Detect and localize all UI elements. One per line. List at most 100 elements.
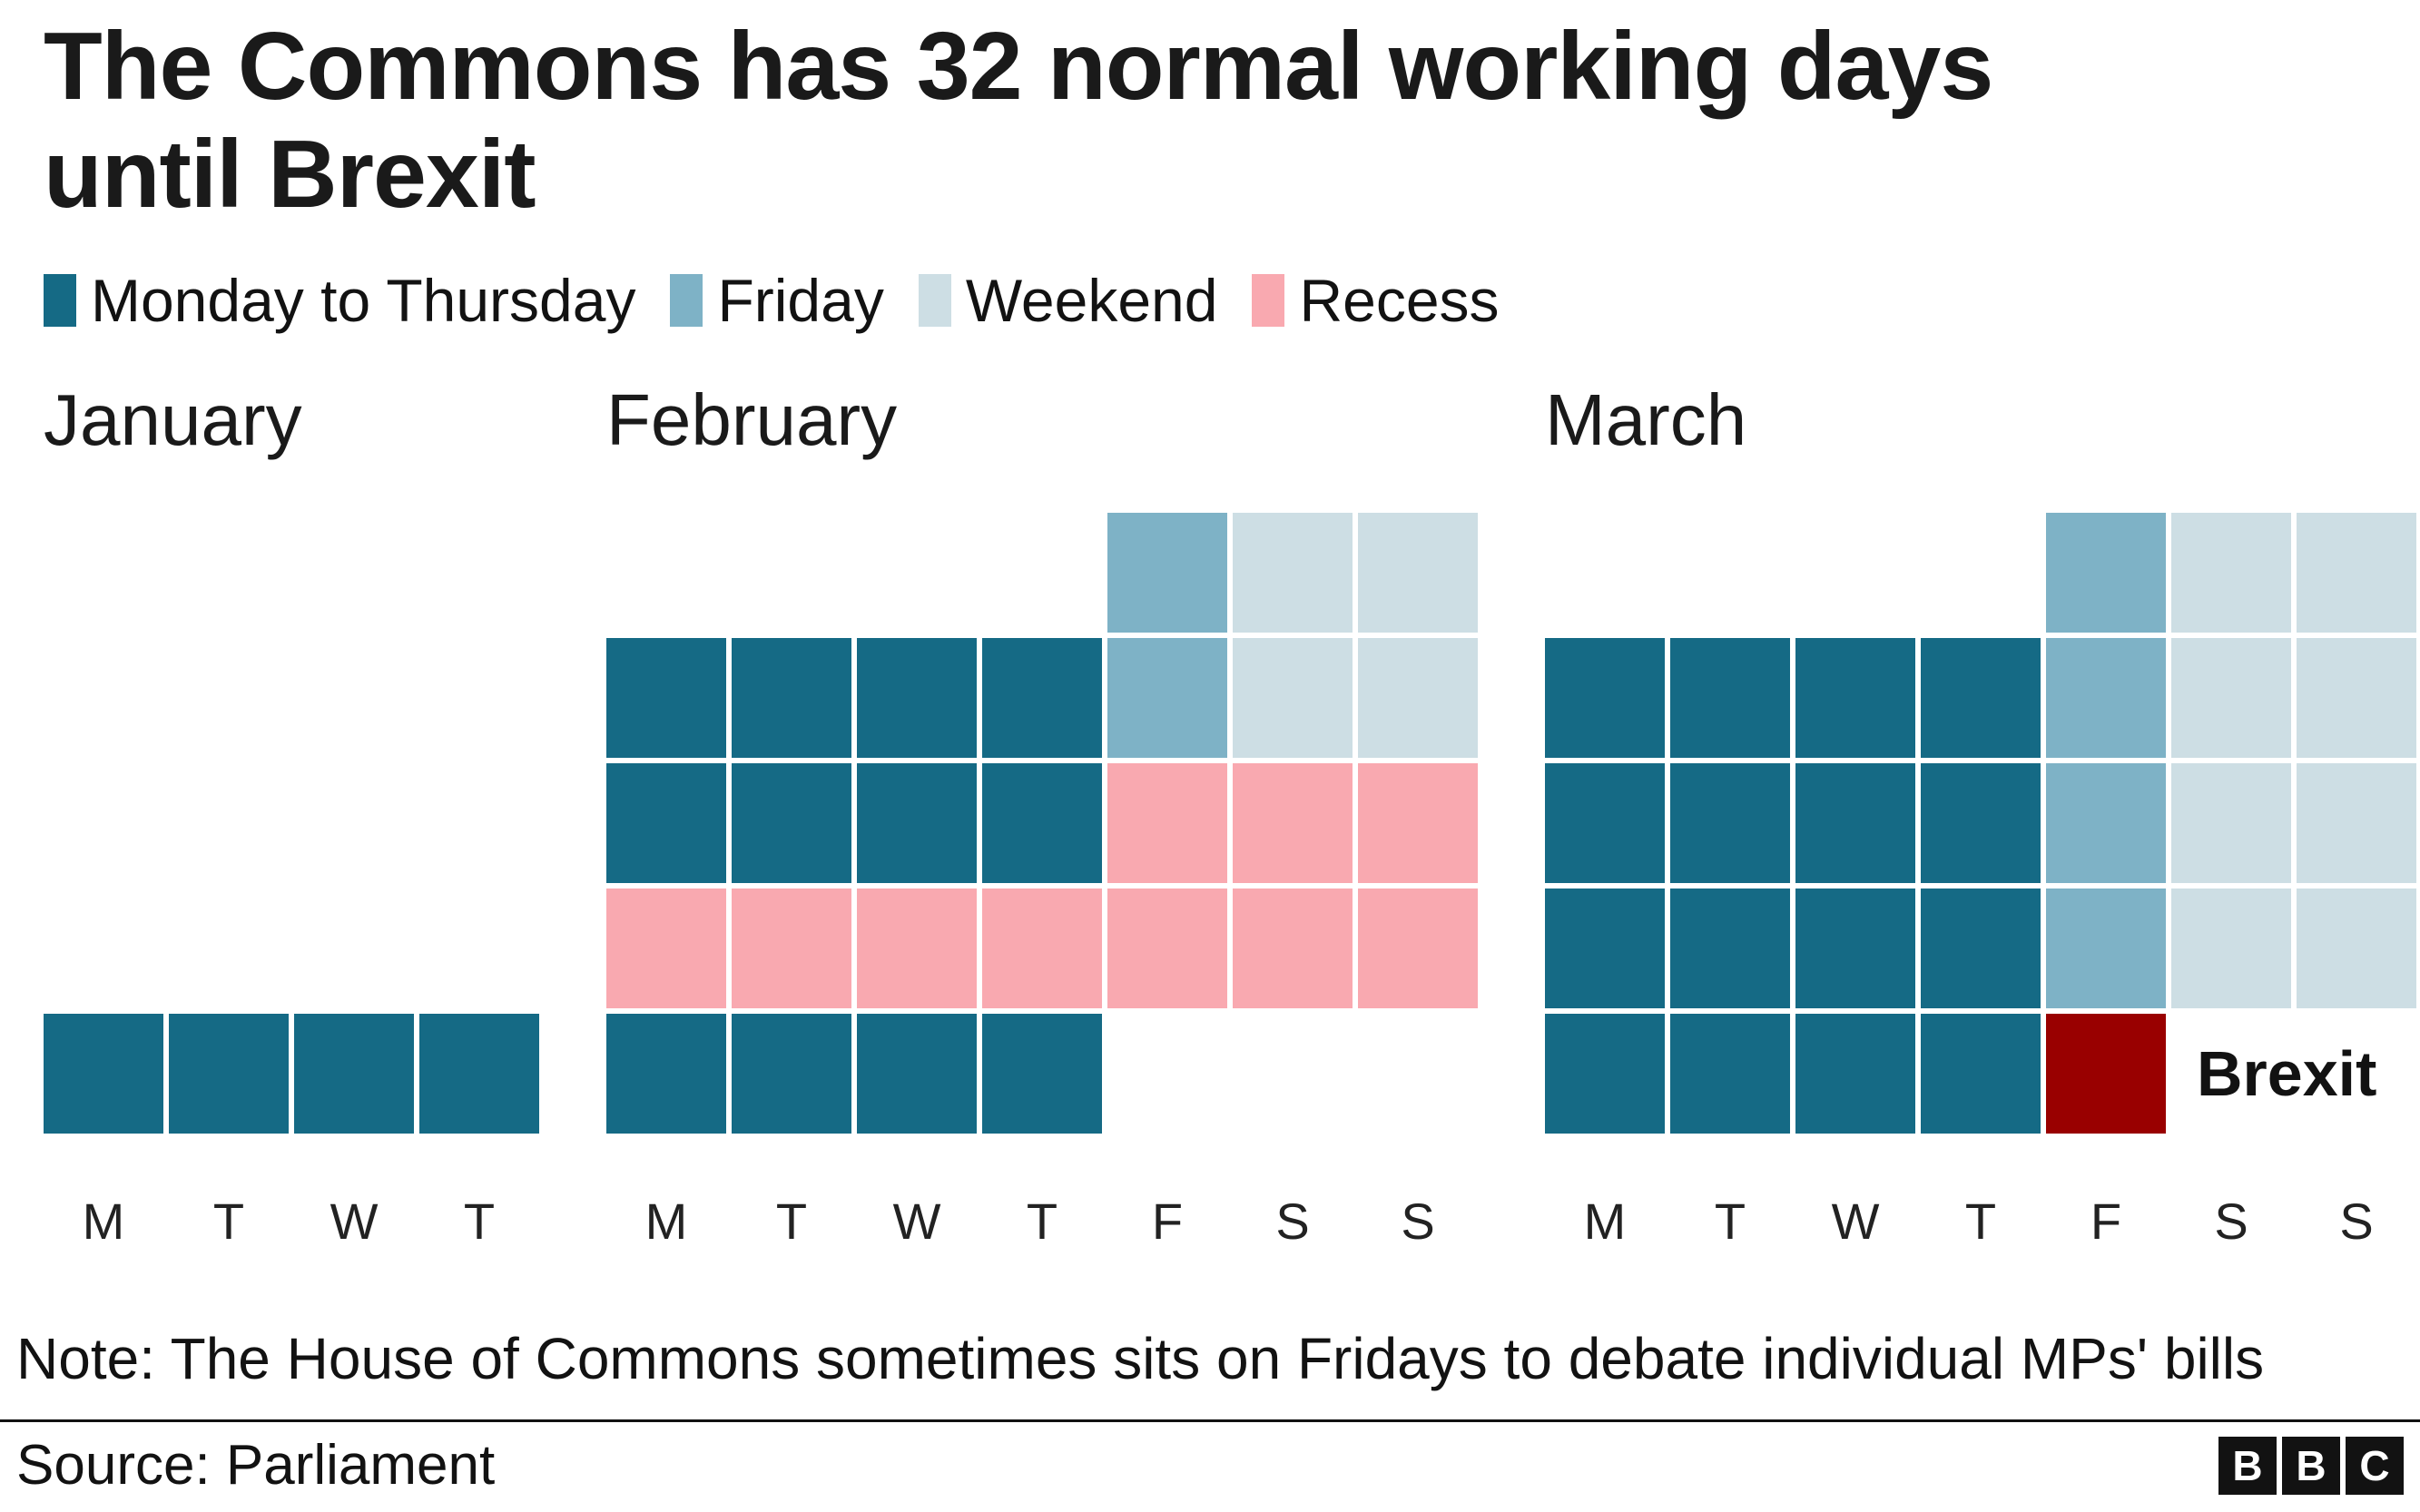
bbc-logo-letter: B — [2282, 1436, 2340, 1495]
empty-cell — [1107, 1014, 1227, 1134]
chart-title-line-2: until Brexit — [44, 120, 536, 228]
day-label: S — [1401, 1193, 1435, 1251]
day-label: M — [1583, 1193, 1627, 1251]
day-cell-sitting — [982, 763, 1102, 884]
empty-cell — [1358, 1014, 1478, 1134]
day-cell-weekend — [1358, 513, 1478, 633]
day-cell-sitting — [982, 638, 1102, 759]
empty-cell — [419, 763, 539, 883]
day-cell-weekend — [2297, 513, 2416, 633]
month-march: March Brexit M T W T F S S — [1545, 384, 2416, 1251]
day-label: M — [644, 1193, 688, 1251]
day-label: W — [892, 1193, 941, 1251]
empty-cell — [1233, 1014, 1353, 1134]
legend-swatch-friday — [670, 274, 703, 328]
day-cell-sitting — [606, 763, 726, 884]
month-february: February M T W T F S S — [606, 384, 1478, 1251]
day-cell-weekend — [1358, 638, 1478, 759]
empty-cell — [1545, 513, 1665, 633]
day-cell-sitting — [1545, 889, 1665, 1009]
empty-cell — [169, 638, 289, 758]
day-label: F — [1151, 1193, 1184, 1251]
day-cell-weekend — [1233, 513, 1353, 633]
day-cell-sitting — [419, 1014, 539, 1134]
empty-cell — [419, 638, 539, 758]
day-cell-sitting — [982, 1014, 1102, 1134]
day-cell-sitting — [1670, 763, 1790, 884]
day-cell-friday — [1107, 513, 1227, 633]
day-cell-sitting — [1921, 889, 2041, 1009]
empty-cell — [44, 889, 163, 1008]
empty-cell — [44, 763, 163, 883]
day-cell-sitting — [1921, 638, 2041, 759]
empty-cell — [44, 638, 163, 758]
day-cell-sitting — [1670, 638, 1790, 759]
day-label: T — [775, 1193, 808, 1251]
day-cell-sitting — [294, 1014, 414, 1134]
month-label: January — [44, 379, 302, 461]
month-grid — [44, 513, 539, 1134]
day-cell-sitting — [169, 1014, 289, 1134]
day-cell-friday — [2046, 638, 2166, 759]
day-label: S — [2214, 1193, 2248, 1251]
empty-cell — [294, 513, 414, 633]
day-cell-weekend — [2297, 638, 2416, 759]
calendar-months: January M T W T February M T W T F S S March Brexit M T W… — [0, 384, 2420, 1251]
day-label: T — [1714, 1193, 1746, 1251]
day-cell-recess — [1358, 763, 1478, 884]
empty-cell — [169, 889, 289, 1008]
day-cell-friday — [1107, 638, 1227, 759]
day-label: T — [1964, 1193, 1997, 1251]
day-cell-sitting — [1795, 763, 1915, 884]
day-cell-recess — [1358, 889, 1478, 1009]
empty-cell — [857, 513, 977, 633]
day-cell-brexit — [2046, 1014, 2166, 1134]
month-label: February — [606, 379, 898, 461]
empty-cell — [169, 763, 289, 883]
empty-cell — [982, 513, 1102, 633]
chart-title: The Commons has 32 normal working days u… — [44, 13, 2384, 228]
bbc-logo-letter: C — [2346, 1436, 2404, 1495]
month-label: March — [1545, 379, 1747, 461]
empty-cell — [419, 889, 539, 1008]
day-cell-sitting — [857, 763, 977, 884]
day-cell-sitting — [1795, 638, 1915, 759]
day-label: T — [212, 1193, 245, 1251]
day-cell-recess — [982, 889, 1102, 1009]
day-cell-weekend — [2171, 763, 2291, 884]
day-label: T — [463, 1193, 496, 1251]
day-cell-friday — [2046, 763, 2166, 884]
day-cell-weekend — [2171, 889, 2291, 1009]
day-label: W — [1831, 1193, 1880, 1251]
day-cell-friday — [2046, 513, 2166, 633]
empty-cell — [1670, 513, 1790, 633]
empty-cell — [294, 638, 414, 758]
day-cell-recess — [732, 889, 851, 1009]
empty-cell — [732, 513, 851, 633]
day-cell-friday — [2046, 889, 2166, 1009]
day-label: S — [1275, 1193, 1310, 1251]
day-cell-recess — [606, 889, 726, 1009]
day-cell-sitting — [1795, 889, 1915, 1009]
empty-cell — [1795, 513, 1915, 633]
day-cell-recess — [1107, 763, 1227, 884]
day-cell-weekend — [2297, 889, 2416, 1009]
chart-header: The Commons has 32 normal working days u… — [0, 0, 2420, 335]
day-cell-sitting — [732, 638, 851, 759]
day-cell-weekend — [2171, 638, 2291, 759]
day-cell-sitting — [1670, 1014, 1790, 1134]
legend-swatch-sitting — [44, 274, 76, 328]
day-cell-sitting — [1921, 1014, 2041, 1134]
empty-cell — [2297, 1014, 2416, 1134]
legend-item-friday: Friday — [670, 266, 884, 335]
brexit-annotation: Brexit — [2197, 1038, 2377, 1110]
empty-cell — [419, 513, 539, 633]
day-cell-sitting — [857, 638, 977, 759]
legend-label: Recess — [1299, 267, 1500, 335]
note-text: Note: The House of Commons sometimes sit… — [16, 1326, 2265, 1391]
